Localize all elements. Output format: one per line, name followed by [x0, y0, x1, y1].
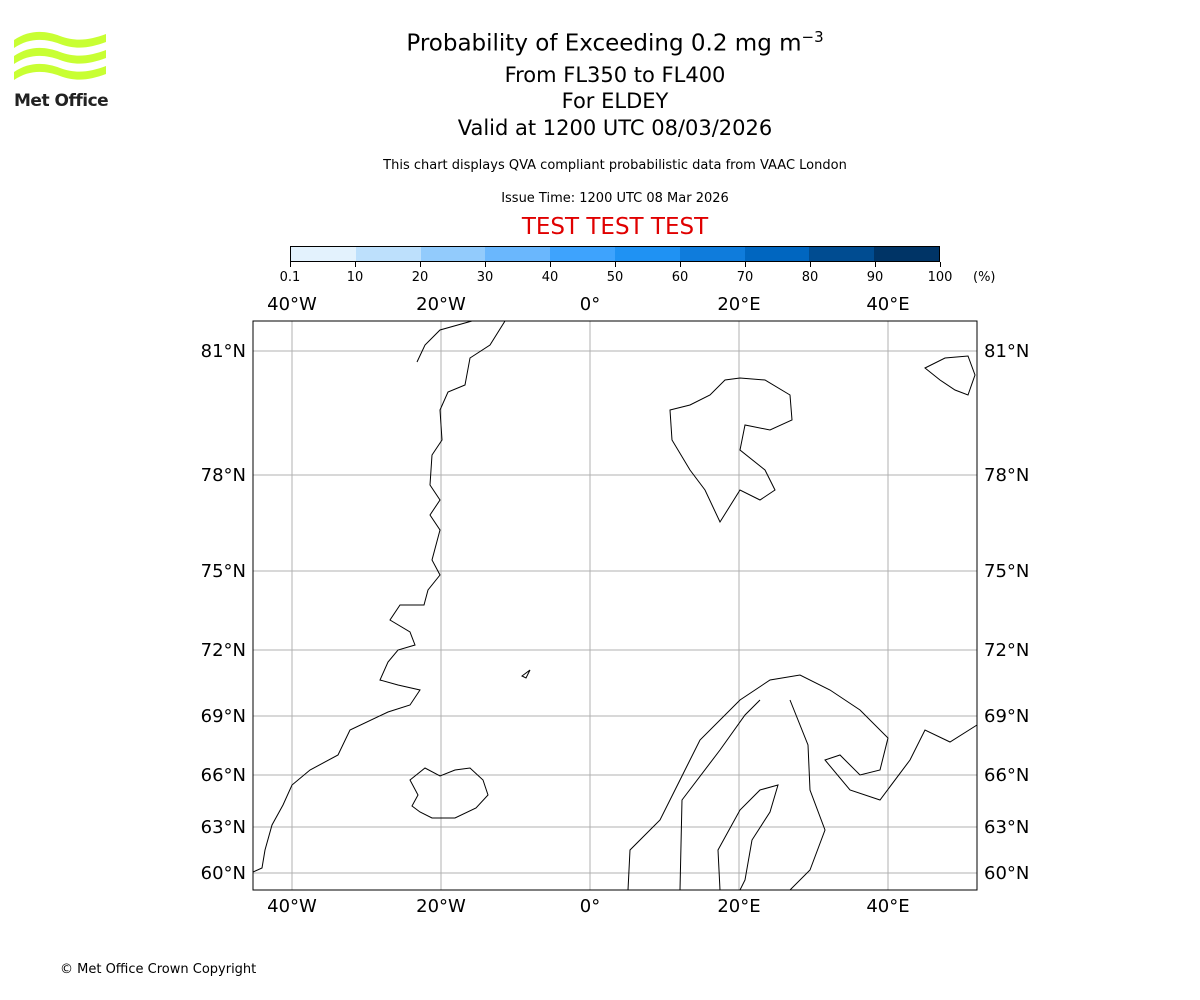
- colorbar-tick-label: 80: [801, 270, 819, 285]
- latitude-label: 60°N: [984, 863, 1029, 884]
- issue-time: Issue Time: 1200 UTC 08 Mar 2026: [501, 191, 729, 206]
- colorbar-tick-label: 100: [927, 270, 953, 285]
- colorbar-tick-label: 40: [541, 270, 559, 285]
- novaya-zemlya-coast: [924, 355, 976, 396]
- longitude-label: 0°: [580, 896, 600, 917]
- colorbar-segment: [679, 247, 745, 261]
- colorbar-tick-label: 20: [411, 270, 429, 285]
- longitude-label: 40°E: [866, 896, 909, 917]
- colorbar-tick-label: 30: [476, 270, 494, 285]
- colorbar-tick-label: 60: [671, 270, 689, 285]
- title-text: Probability of Exceeding 0.2 mg m: [406, 30, 802, 57]
- colorbar-tick-label: 0.1: [279, 270, 301, 285]
- flight-level-range: From FL350 to FL400: [504, 63, 726, 87]
- latitude-label: 63°N: [984, 817, 1029, 838]
- validity-time: Valid at 1200 UTC 08/03/2026: [457, 116, 773, 140]
- colorbar-tick-label: 70: [736, 270, 754, 285]
- longitude-label: 20°W: [416, 896, 466, 917]
- greenland-north-coast: [416, 320, 473, 363]
- colorbar-segment: [550, 247, 615, 261]
- latitude-label: 72°N: [984, 640, 1029, 661]
- jan-mayen: [521, 669, 531, 679]
- colorbar-segment: [355, 247, 421, 261]
- colorbar-tick: [615, 262, 616, 267]
- colorbar-segment: [614, 247, 680, 261]
- colorbar-segment: [420, 247, 486, 261]
- longitude-label: 20°E: [717, 896, 760, 917]
- longitude-label: 20°W: [416, 294, 466, 315]
- norway-sweden-border: [679, 699, 761, 891]
- longitude-label: 20°E: [717, 294, 760, 315]
- iceland-coast: [409, 767, 489, 819]
- colorbar-tick: [355, 262, 356, 267]
- title-superscript: −3: [801, 28, 824, 46]
- svalbard-coast: [669, 377, 793, 524]
- latitude-label: 78°N: [201, 465, 246, 486]
- latitude-label: 69°N: [984, 706, 1029, 727]
- latitude-label: 75°N: [201, 561, 246, 582]
- met-office-logo-waves: [14, 31, 106, 80]
- colorbar-tick: [420, 262, 421, 267]
- chart-title: Probability of Exceeding 0.2 mg m−3: [0, 28, 1200, 57]
- colorbar-tick: [550, 262, 551, 267]
- latitude-label: 81°N: [201, 341, 246, 362]
- scandinavia-coast: [627, 674, 978, 891]
- colorbar-segment: [291, 247, 356, 261]
- colorbar-tick: [810, 262, 811, 267]
- colorbar-tick: [745, 262, 746, 267]
- coastlines: [252, 320, 978, 891]
- colorbar-tick: [680, 262, 681, 267]
- test-banner: TEST TEST TEST: [521, 214, 709, 240]
- colorbar-tick-label: 90: [866, 270, 884, 285]
- latitude-label: 72°N: [201, 640, 246, 661]
- latitude-label: 69°N: [201, 706, 246, 727]
- met-office-logo-text: Met Office: [14, 91, 109, 111]
- colorbar-tick: [875, 262, 876, 267]
- colorbar-segment: [874, 247, 939, 261]
- greenland-coast: [252, 320, 506, 873]
- latitude-label: 63°N: [201, 817, 246, 838]
- colorbar-unit: (%): [973, 270, 996, 285]
- latitude-label: 66°N: [201, 765, 246, 786]
- longitude-label: 40°W: [267, 294, 317, 315]
- probability-colorbar: [290, 246, 940, 262]
- colorbar-tick: [290, 262, 291, 267]
- colorbar-tick-label: 10: [346, 270, 364, 285]
- colorbar-tick: [485, 262, 486, 267]
- colorbar-segment: [809, 247, 875, 261]
- copyright: © Met Office Crown Copyright: [60, 962, 257, 977]
- colorbar-segment: [485, 247, 551, 261]
- map-frame: [252, 320, 978, 891]
- longitude-label: 40°E: [866, 294, 909, 315]
- latitude-label: 75°N: [984, 561, 1029, 582]
- latitude-label: 81°N: [984, 341, 1029, 362]
- colorbar-tick: [940, 262, 941, 267]
- colorbar-tick-label: 50: [606, 270, 624, 285]
- map-axis-labels: 40°W 40°W 20°W 20°W 0° 0° 20°E 20°E 40°E 40°E 81°N…: [201, 294, 1030, 917]
- volcano-name: For ELDEY: [561, 89, 669, 113]
- longitude-label: 40°W: [267, 896, 317, 917]
- colorbar-segment: [744, 247, 810, 261]
- map-gridlines: [253, 321, 977, 890]
- latitude-label: 78°N: [984, 465, 1029, 486]
- chart-subtitle: This chart displays QVA compliant probab…: [383, 158, 847, 173]
- longitude-label: 0°: [580, 294, 600, 315]
- latitude-label: 66°N: [984, 765, 1029, 786]
- finland-russia-border: [789, 699, 826, 891]
- latitude-label: 60°N: [201, 863, 246, 884]
- gulf-of-bothnia-coast: [717, 784, 779, 891]
